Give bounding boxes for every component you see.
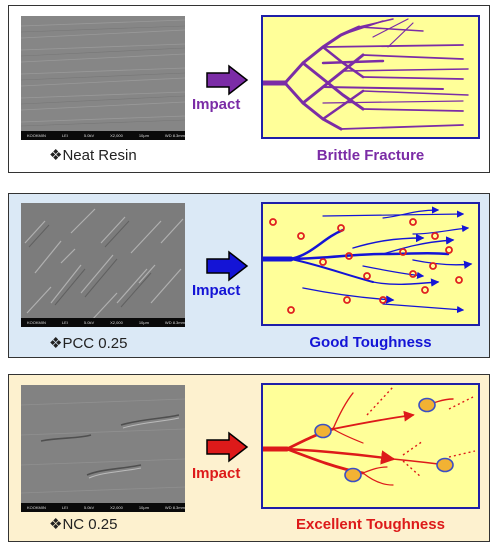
panel-pcc-025: KOOKMIN LEI 5.0kV X2,000 10μm WD 8.3mm ❖PCC 0… xyxy=(8,193,490,358)
brittle-fracture-diagram xyxy=(261,15,480,139)
caption-neat-resin: ❖Neat Resin xyxy=(49,147,137,164)
crack-bridging-lines xyxy=(263,386,476,486)
sem-texture-neat-resin xyxy=(21,16,185,140)
good-toughness-diagram xyxy=(261,202,480,326)
caption-pcc-025: ❖PCC 0.25 xyxy=(49,335,128,352)
diamond-bullet-icon: ❖ xyxy=(49,516,63,533)
sem-info-bar: KOOKMIN LEI 5.0kV X2,000 10μm WD 8.3mm xyxy=(21,318,185,327)
result-excellent-toughness: Excellent Toughness xyxy=(296,516,445,533)
panel-nc-025: KOOKMIN LEI 5.0kV X2,000 10μm WD 8.3mm ❖NC 0.… xyxy=(8,374,490,542)
impact-label-nc-025: Impact xyxy=(192,465,241,482)
diamond-bullet-icon: ❖ xyxy=(49,335,63,352)
impact-label-pcc-025: Impact xyxy=(192,282,241,299)
sem-texture-nc-025 xyxy=(21,385,185,512)
sem-image-nc-025: KOOKMIN LEI 5.0kV X2,000 10μm WD 8.3mm xyxy=(21,385,185,512)
impact-label-neat-resin: Impact xyxy=(192,96,241,113)
sem-image-pcc-025: KOOKMIN LEI 5.0kV X2,000 10μm WD 8.3mm xyxy=(21,203,185,327)
crack-lines xyxy=(263,18,469,131)
crack-deflection-lines xyxy=(263,206,473,314)
sem-image-neat-resin: KOOKMIN LEI 5.0kV X2,000 10μm WD 8.3mm xyxy=(21,16,185,140)
result-brittle-fracture: Brittle Fracture xyxy=(316,147,425,164)
caption-nc-025: ❖NC 0.25 xyxy=(49,516,118,533)
excellent-toughness-diagram xyxy=(261,383,480,509)
panel-neat-resin: KOOKMIN LEI 5.0kV X2,000 10μm WD 8.3mm ❖Neat … xyxy=(8,5,490,173)
diamond-bullet-icon: ❖ xyxy=(49,147,63,164)
sem-info-bar: KOOKMIN LEI 5.0kV X2,000 10μm WD 8.3mm xyxy=(21,131,185,140)
impact-arrow-icon xyxy=(206,431,249,463)
result-good-toughness: Good Toughness xyxy=(309,334,432,351)
sem-info-bar: KOOKMIN LEI 5.0kV X2,000 10μm WD 8.3mm xyxy=(21,503,185,512)
impact-arrow-icon xyxy=(206,64,249,96)
sem-texture-pcc-025 xyxy=(21,203,185,327)
impact-arrow-icon xyxy=(206,250,249,282)
